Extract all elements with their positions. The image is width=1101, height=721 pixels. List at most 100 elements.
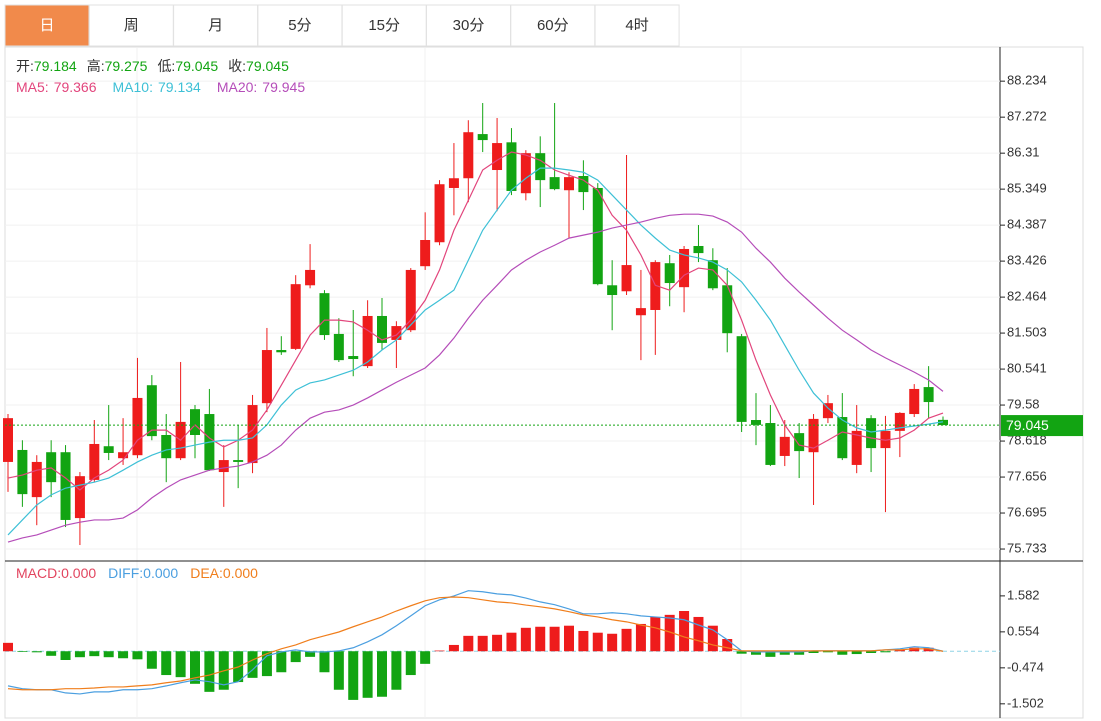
macd-bar <box>175 651 186 678</box>
candle-body <box>794 433 805 452</box>
candle-body <box>765 423 776 465</box>
tab[interactable] <box>173 4 259 47</box>
y-tick-label: 1.582 <box>1007 587 1040 602</box>
candle-body <box>434 184 445 243</box>
macd-bar <box>434 650 445 652</box>
candle-body <box>420 240 431 267</box>
candle-body <box>391 326 402 340</box>
indicator-line <box>7 151 944 491</box>
candle-body <box>46 452 57 483</box>
y-tick-label: 79.58 <box>1007 396 1040 411</box>
macd-bar <box>578 630 589 652</box>
candle-body <box>549 177 560 190</box>
tab-label[interactable]: 周 <box>124 17 139 34</box>
tab-label[interactable]: 60分 <box>537 17 569 34</box>
y-tick-label: 75.733 <box>1007 540 1047 555</box>
y-tick-label: 85.349 <box>1007 181 1047 196</box>
macd-bar <box>463 635 474 652</box>
candle-body <box>118 452 129 459</box>
ma-name: MA5: <box>16 79 49 95</box>
macd-bar <box>276 651 287 673</box>
macd-bar <box>319 651 330 673</box>
indicator-line <box>7 167 944 536</box>
candle-body <box>405 269 416 331</box>
macd-bar <box>146 651 157 669</box>
candle-body <box>233 460 244 462</box>
macd-bar <box>794 651 805 655</box>
candle-body <box>146 385 157 437</box>
macd-readout: MACD:0.000 DIFF:0.000 DEA:0.000 <box>16 565 258 581</box>
macd-bar <box>405 651 416 676</box>
macd-bar <box>420 651 431 664</box>
candle-body <box>578 176 589 193</box>
macd-bar <box>46 651 57 656</box>
macd-bar <box>204 651 215 692</box>
macd-bar <box>765 651 776 657</box>
y-tick-label: 82.464 <box>1007 289 1047 304</box>
candle-body <box>348 356 359 360</box>
candle-body <box>161 434 172 459</box>
tab[interactable] <box>510 4 596 47</box>
candle-body <box>664 263 675 284</box>
candle-body <box>463 132 474 179</box>
macd-bar <box>261 651 272 677</box>
macd-line-value: 0.000 <box>223 565 258 581</box>
candle-body <box>506 142 517 191</box>
tab-label[interactable]: 30分 <box>453 17 485 34</box>
y-tick-label: 83.426 <box>1007 253 1047 268</box>
macd-bar <box>722 639 733 652</box>
macd-bar <box>607 633 618 652</box>
chart-frame <box>4 46 1084 719</box>
candle-body <box>592 187 603 285</box>
macd-bar <box>564 625 574 652</box>
macd-bar <box>894 649 905 652</box>
readout-value: 79.045 <box>246 58 289 74</box>
candle-body <box>535 153 546 181</box>
candle-body <box>377 315 387 343</box>
tab-label[interactable]: 月 <box>208 17 223 34</box>
candle-body <box>866 418 877 449</box>
candle-body <box>635 308 646 316</box>
candle-body <box>923 387 934 403</box>
tab[interactable] <box>426 4 511 47</box>
ma-value: 79.134 <box>158 79 201 95</box>
indicator-line <box>7 213 944 543</box>
macd-bar <box>89 651 100 657</box>
tab[interactable] <box>341 4 427 47</box>
candle-body <box>736 336 747 422</box>
readout-label: 收: <box>228 58 246 74</box>
macd-line-value: 0.000 <box>143 565 178 581</box>
macd-bar <box>923 647 934 652</box>
macd-bar <box>161 651 172 676</box>
macd-bar <box>448 644 459 652</box>
tab-label[interactable]: 15分 <box>368 17 400 34</box>
macd-bar <box>808 651 819 653</box>
y-tick-label: 87.272 <box>1007 109 1047 124</box>
tab-label[interactable]: 4时 <box>625 17 648 34</box>
macd-line-name: DIFF: <box>108 565 143 581</box>
macd-bar <box>377 651 387 697</box>
indicator-line <box>7 590 944 695</box>
y-tick-label: 78.618 <box>1007 432 1047 447</box>
tab-label[interactable]: 日 <box>39 17 54 34</box>
readout-value: 79.045 <box>175 58 218 74</box>
candle-body <box>650 262 661 310</box>
candle-body <box>679 248 690 288</box>
tab-label[interactable]: 5分 <box>288 17 311 34</box>
macd-bar <box>132 651 143 660</box>
candle-body <box>621 265 632 292</box>
candle-body <box>880 430 891 449</box>
macd-bar <box>635 623 646 652</box>
macd-bar <box>664 614 675 652</box>
candle-body <box>722 285 733 334</box>
tab[interactable] <box>88 4 174 47</box>
y-tick-label: 77.656 <box>1007 468 1047 483</box>
tab[interactable] <box>594 4 680 47</box>
tab[interactable] <box>4 4 90 47</box>
y-tick-label: 81.503 <box>1007 325 1047 340</box>
candle-body <box>103 446 114 453</box>
candle-body <box>938 419 948 426</box>
candle-body <box>247 405 258 464</box>
macd-bar <box>103 651 114 658</box>
